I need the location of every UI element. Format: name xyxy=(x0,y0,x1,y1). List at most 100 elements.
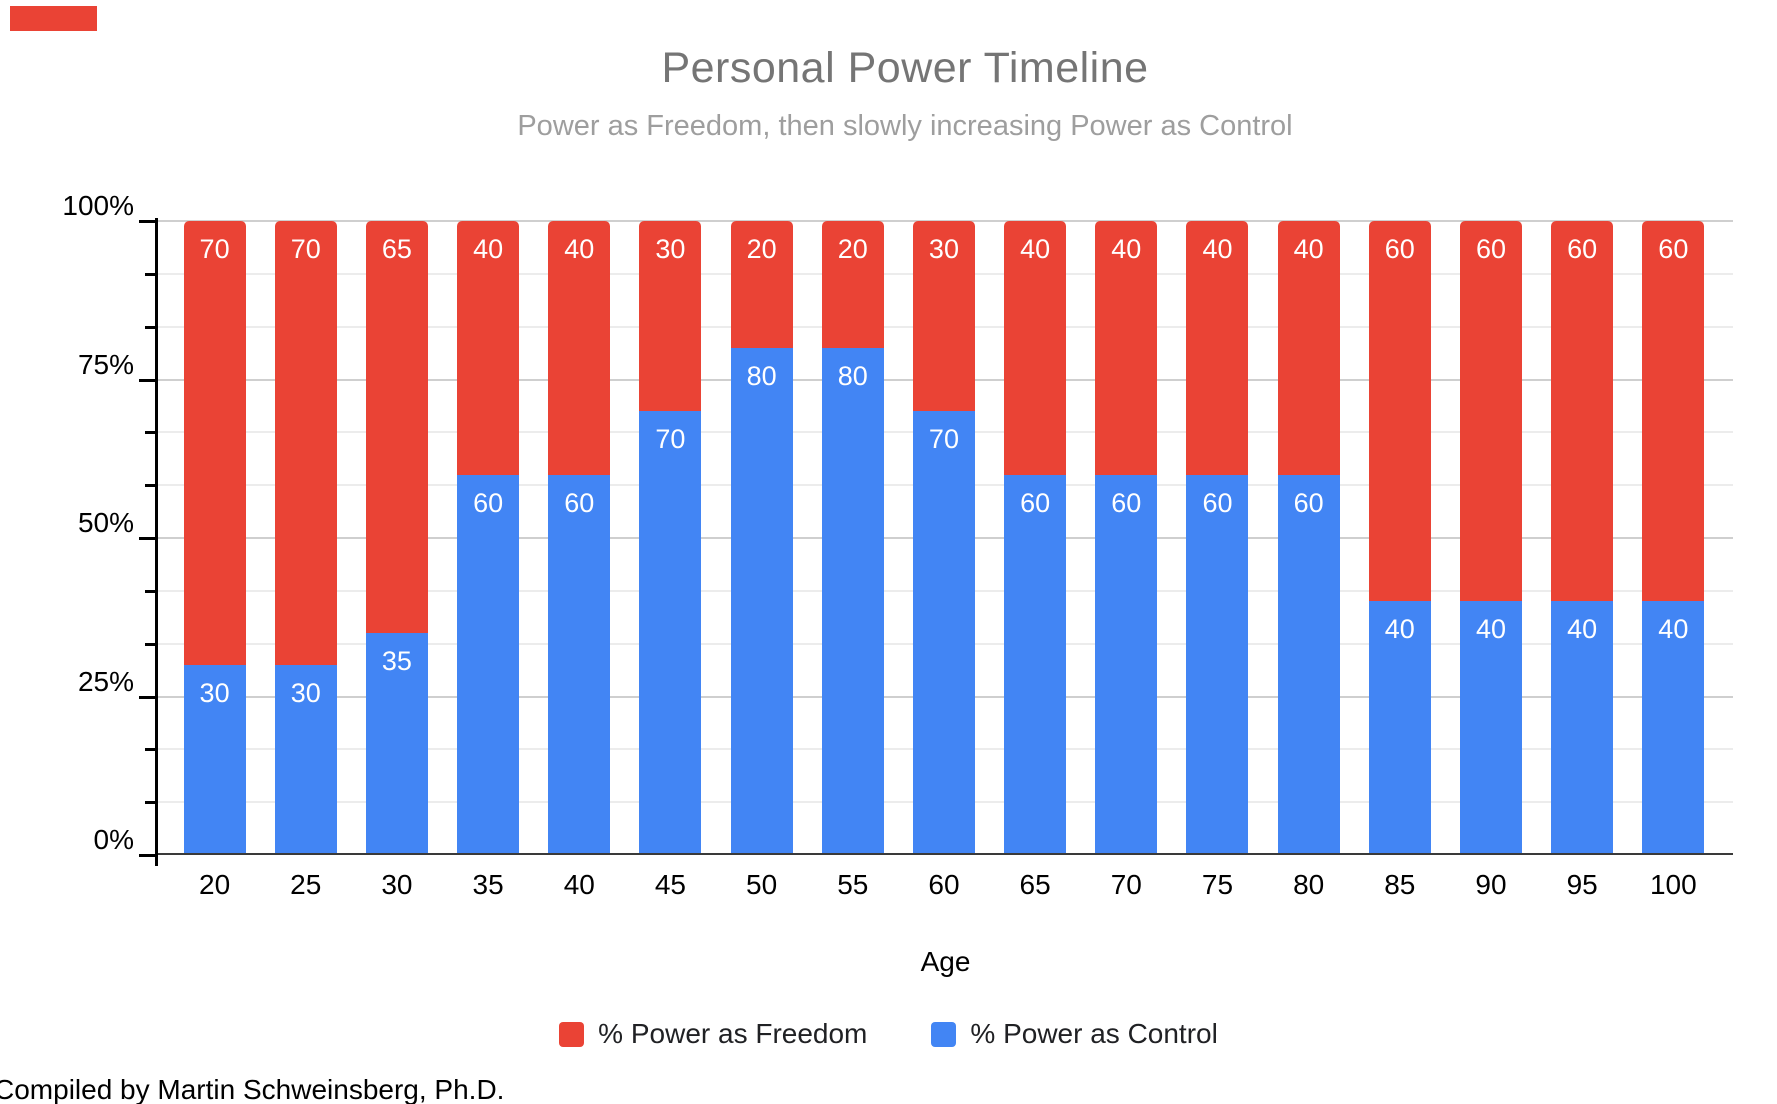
bar-segment-freedom: 60 xyxy=(1459,221,1522,602)
y-tick xyxy=(145,748,158,752)
bar-slot: 70 30 xyxy=(898,221,989,855)
bar-value-label: 30 xyxy=(928,234,959,265)
bar-segment-freedom: 70 xyxy=(274,221,337,665)
y-axis-line xyxy=(155,218,158,866)
bar-slot: 60 40 xyxy=(1263,221,1354,855)
legend-swatch-icon xyxy=(931,1021,957,1047)
x-tick-label: 85 xyxy=(1384,869,1416,900)
bar-value-label: 40 xyxy=(1658,614,1689,645)
bar-value-label: 40 xyxy=(1567,614,1598,645)
bar-age-90: 40 60 xyxy=(1459,221,1522,855)
bar-value-label: 40 xyxy=(1111,234,1142,265)
red-marker-box xyxy=(10,6,97,31)
x-axis-labels: 20 25 30 35 40 45 50 55 60 65 70 75 80 85 90 95 100 xyxy=(158,869,1733,905)
bar-age-85: 40 60 xyxy=(1368,221,1431,855)
bar-slot: 60 40 xyxy=(443,221,534,855)
x-tick-label: 50 xyxy=(746,869,778,900)
gridline-major xyxy=(158,220,1733,222)
bar-age-70: 60 40 xyxy=(1095,221,1158,855)
bar-segment-freedom: 60 xyxy=(1368,221,1431,602)
bar-age-35: 60 40 xyxy=(457,221,520,855)
bar-value-label: 40 xyxy=(1475,614,1506,645)
bar-segment-control: 30 xyxy=(274,664,337,855)
bar-segment-freedom: 40 xyxy=(1277,221,1340,475)
y-tick xyxy=(139,220,158,223)
bar-age-30: 35 65 xyxy=(365,221,428,855)
y-tick xyxy=(139,695,158,699)
bar-segment-control: 40 xyxy=(1459,601,1522,855)
x-tick-label: 90 xyxy=(1475,869,1507,900)
bar-slot: 30 70 xyxy=(169,221,260,855)
bar-value-label: 20 xyxy=(746,234,777,265)
bar-segment-control: 70 xyxy=(639,411,702,855)
y-tick xyxy=(139,854,158,857)
y-tick-label: 50% xyxy=(77,507,134,538)
x-tick-label: 30 xyxy=(381,869,413,900)
bar-value-label: 60 xyxy=(1475,234,1506,265)
bar-segment-control: 60 xyxy=(1004,474,1067,855)
y-tick xyxy=(145,431,158,435)
footer-credit: Compiled by Martin Schweinsberg, Ph.D. xyxy=(0,1074,505,1104)
bar-value-label: 80 xyxy=(746,360,777,391)
bar-age-100: 40 60 xyxy=(1642,221,1705,855)
bar-slot: 30 70 xyxy=(260,221,351,855)
x-tick-label: 60 xyxy=(928,869,960,900)
x-axis-title: Age xyxy=(920,946,971,977)
bar-age-50: 80 20 xyxy=(730,221,793,855)
bar-segment-freedom: 65 xyxy=(365,221,428,634)
bar-slot: 60 40 xyxy=(534,221,625,855)
y-tick xyxy=(145,801,158,805)
bar-segment-control: 60 xyxy=(548,474,611,855)
bar-value-label: 40 xyxy=(1020,234,1051,265)
bar-slot: 60 40 xyxy=(990,221,1081,855)
x-tick-label: 70 xyxy=(1110,869,1142,900)
bar-slot: 70 30 xyxy=(625,221,716,855)
bar-slot: 80 20 xyxy=(807,221,898,855)
bar-value-label: 60 xyxy=(473,487,504,518)
y-tick xyxy=(145,325,158,329)
bar-value-label: 60 xyxy=(1567,234,1598,265)
y-tick xyxy=(145,589,158,593)
bar-segment-freedom: 40 xyxy=(457,221,520,475)
bar-segment-control: 60 xyxy=(1186,474,1249,855)
bar-value-label: 65 xyxy=(381,234,412,265)
chart-title: Personal Power Timeline xyxy=(661,44,1149,92)
bar-value-label: 60 xyxy=(1202,487,1233,518)
bar-value-label: 60 xyxy=(1111,487,1142,518)
bar-value-label: 30 xyxy=(655,234,686,265)
bar-segment-control: 80 xyxy=(821,347,884,855)
y-tick-label: 0% xyxy=(93,824,134,855)
bar-value-label: 40 xyxy=(473,234,504,265)
bar-segment-control: 60 xyxy=(1277,474,1340,855)
bar-slot: 60 40 xyxy=(1172,221,1263,855)
bar-value-label: 80 xyxy=(837,360,868,391)
bar-slot: 40 60 xyxy=(1354,221,1445,855)
x-tick-label: 45 xyxy=(654,869,687,900)
legend-item: % Power as Freedom xyxy=(559,1018,867,1050)
bar-value-label: 60 xyxy=(1384,234,1415,265)
bar-value-label: 40 xyxy=(1384,614,1415,645)
bar-value-label: 60 xyxy=(1658,234,1689,265)
x-tick-label: 40 xyxy=(563,869,595,900)
bar-value-label: 60 xyxy=(1020,487,1051,518)
bar-segment-freedom: 40 xyxy=(1186,221,1249,475)
bar-value-label: 60 xyxy=(1293,487,1324,518)
bar-value-label: 35 xyxy=(381,646,412,677)
bar-slot: 80 20 xyxy=(716,221,807,855)
bar-value-label: 70 xyxy=(199,234,230,265)
x-tick-label: 65 xyxy=(1019,869,1051,900)
bar-value-label: 70 xyxy=(290,234,321,265)
bar-value-label: 40 xyxy=(564,234,595,265)
x-tick-label: 20 xyxy=(199,869,231,900)
y-tick xyxy=(139,378,158,382)
bar-slot: 40 60 xyxy=(1628,221,1719,855)
bar-slot: 40 60 xyxy=(1537,221,1628,855)
plot-area: 30 70 30 70 35 65 60 40 60 40 70 30 80 20 80 20 70 30 60 40… xyxy=(158,220,1733,855)
x-tick-label: 55 xyxy=(837,869,869,900)
bar-segment-freedom: 30 xyxy=(639,221,702,412)
bar-segment-control: 70 xyxy=(912,411,975,855)
y-tick xyxy=(139,537,158,540)
y-tick xyxy=(145,484,158,488)
bar-value-label: 70 xyxy=(928,424,959,455)
